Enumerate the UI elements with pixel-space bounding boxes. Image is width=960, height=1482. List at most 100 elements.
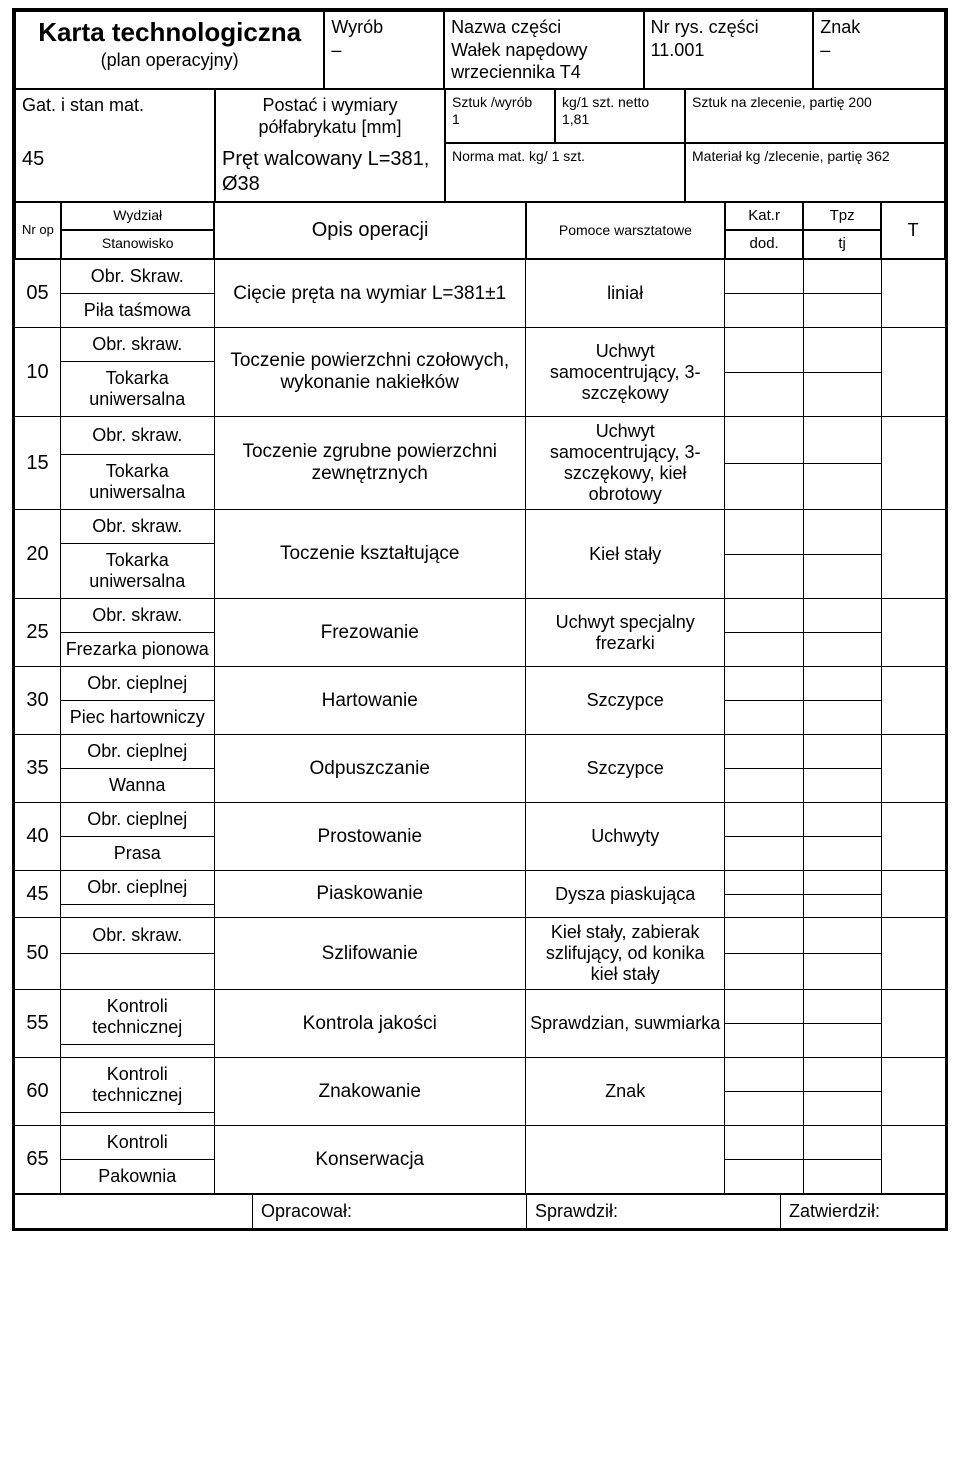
op-wyd-group: Obr. cieplnejPiec hartowniczy	[61, 667, 215, 734]
op-times	[725, 510, 881, 598]
op-time-cell	[804, 667, 881, 701]
op-time-cell	[725, 667, 802, 701]
op-stanowisko: Tokarka uniwersalna	[61, 454, 214, 509]
op-pomoce: Sprawdzian, suwmiarka	[526, 990, 726, 1057]
op-stanowisko: Wanna	[61, 768, 214, 802]
op-row: 35Obr. cieplnejWannaOdpuszczanieSzczypce	[15, 734, 945, 802]
op-desc: Piaskowanie	[215, 871, 526, 917]
op-desc: Toczenie zgrubne powierzchni zewnętrznyc…	[215, 417, 526, 509]
op-pomoce: Znak	[526, 1058, 726, 1125]
op-wyd-group: Kontroli technicznej	[61, 1058, 215, 1125]
op-desc: Znakowanie	[215, 1058, 526, 1125]
op-pomoce: Szczypce	[526, 735, 726, 802]
op-time-cell	[804, 555, 881, 599]
op-time-cell	[725, 464, 802, 510]
op-wydzial: Obr. cieplnej	[61, 871, 214, 904]
op-row: 50Obr. skraw.SzlifowanieKieł stały, zabi…	[15, 917, 945, 989]
op-time-cell	[804, 1126, 881, 1160]
op-time-cell	[804, 701, 881, 734]
op-time-cell	[725, 1092, 802, 1125]
op-t	[881, 328, 945, 416]
op-times-col	[725, 510, 802, 598]
op-times-col	[725, 918, 802, 989]
op-row: 60Kontroli technicznejZnakowanieZnak	[15, 1057, 945, 1125]
op-pomoce: Szczypce	[526, 667, 726, 734]
op-times-col	[803, 599, 881, 666]
post-value: Pręt walcowany L=381, Ø38	[215, 143, 445, 202]
op-times-col	[803, 803, 881, 870]
op-time-cell	[725, 555, 802, 599]
op-time-cell	[725, 510, 802, 555]
op-t	[881, 990, 945, 1057]
op-times-col	[725, 328, 802, 416]
op-time-cell	[804, 1024, 881, 1057]
znak-label: Znak	[820, 16, 938, 39]
op-times-col	[725, 599, 802, 666]
wyrob-label: Wyrób	[331, 16, 437, 39]
op-nr: 50	[15, 918, 61, 989]
szz-label: Sztuk na zlecenie, partię 200	[685, 89, 945, 143]
op-time-cell	[725, 990, 802, 1024]
op-time-cell	[804, 260, 881, 294]
subheader-row: Nr op Wydział Stanowisko Opis operacji P…	[15, 202, 945, 260]
op-stanowisko: Tokarka uniwersalna	[61, 361, 214, 416]
op-desc: Frezowanie	[215, 599, 526, 666]
op-t	[881, 667, 945, 734]
op-time-cell	[725, 1160, 802, 1193]
op-wydzial: Obr. skraw.	[61, 510, 214, 543]
op-time-cell	[804, 373, 881, 417]
nazwa-value: Wałek napędowy wrzeciennika T4	[451, 39, 637, 84]
op-wyd-group: Obr. cieplnej	[61, 871, 215, 917]
op-time-cell	[804, 735, 881, 769]
sh-times-group: Kat.r Tpz dod. tj	[725, 202, 881, 260]
op-nr: 05	[15, 260, 61, 327]
footer-blank	[15, 1195, 253, 1228]
op-time-cell	[725, 260, 802, 294]
op-row: 40Obr. cieplnejPrasaProstowanieUchwyty	[15, 802, 945, 870]
op-wyd-group: Obr. skraw.Tokarka uniwersalna	[61, 328, 215, 416]
op-times-col	[803, 1058, 881, 1125]
op-time-cell	[725, 954, 802, 989]
op-time-cell	[804, 871, 881, 895]
op-nr: 25	[15, 599, 61, 666]
op-row: 15Obr. skraw.Tokarka uniwersalnaToczenie…	[15, 416, 945, 509]
op-nr: 65	[15, 1126, 61, 1193]
footer-row: Opracował: Sprawdził: Zatwierdził:	[15, 1193, 945, 1228]
post-label: Postać i wymiary półfabrykatu [mm]	[215, 89, 445, 143]
op-t	[881, 510, 945, 598]
op-times	[725, 1058, 881, 1125]
gat-value: 45	[15, 143, 215, 202]
op-times-col	[803, 990, 881, 1057]
op-wydzial: Kontroli	[61, 1126, 214, 1159]
title: Karta technologiczna	[22, 16, 317, 49]
op-times	[725, 599, 881, 666]
op-wyd-group: Obr. cieplnejPrasa	[61, 803, 215, 870]
op-stanowisko: Piła taśmowa	[61, 293, 214, 327]
sh-dod: dod.	[725, 230, 803, 259]
op-pomoce: Uchwyty	[526, 803, 726, 870]
op-desc: Cięcie pręta na wymiar L=381±1	[215, 260, 526, 327]
op-desc: Toczenie kształtujące	[215, 510, 526, 598]
op-pomoce	[526, 1126, 726, 1193]
sh-wyd-group: Wydział Stanowisko	[61, 202, 215, 260]
op-t	[881, 417, 945, 509]
op-wyd-group: Kontroli technicznej	[61, 990, 215, 1057]
op-time-cell	[725, 895, 802, 918]
op-pomoce: Kieł stały, zabierak szlifujący, od koni…	[526, 918, 726, 989]
op-time-cell	[725, 1024, 802, 1057]
wyrob-cell: Wyrób –	[324, 11, 444, 89]
op-row: 45Obr. cieplnejPiaskowanieDysza piaskują…	[15, 870, 945, 917]
op-t	[881, 1126, 945, 1193]
op-desc: Kontrola jakości	[215, 990, 526, 1057]
op-nr: 45	[15, 871, 61, 917]
op-wydzial: Obr. Skraw.	[61, 260, 214, 293]
op-wyd-group: KontroliPakownia	[61, 1126, 215, 1193]
op-wydzial: Obr. skraw.	[61, 417, 214, 454]
op-stanowisko	[61, 953, 214, 989]
sh-pomoce: Pomoce warsztatowe	[526, 202, 725, 260]
op-time-cell	[725, 294, 802, 327]
op-nr: 10	[15, 328, 61, 416]
op-time-cell	[725, 803, 802, 837]
op-row: 25Obr. skraw.Frezarka pionowaFrezowanieU…	[15, 598, 945, 666]
sh-tpz: Tpz	[803, 202, 881, 231]
